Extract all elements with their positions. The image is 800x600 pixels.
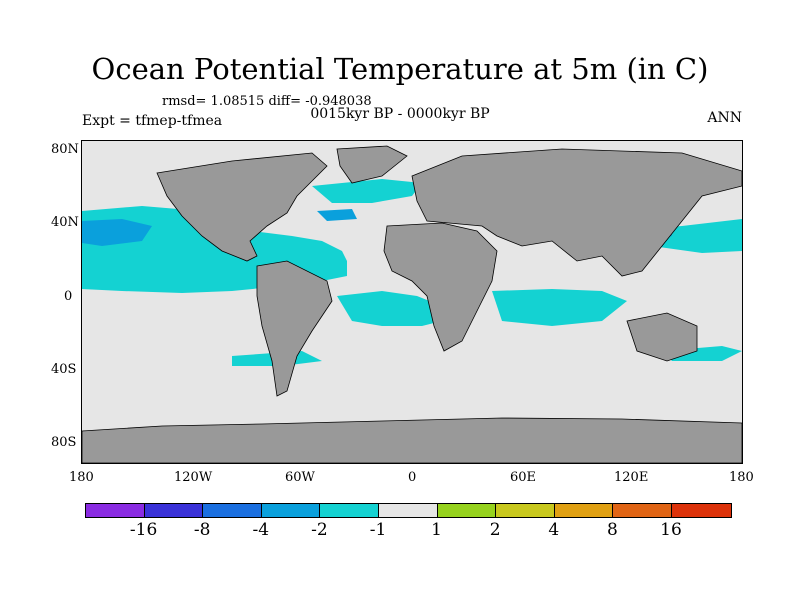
africa xyxy=(383,222,498,352)
colorbar-label: -4 xyxy=(252,520,270,540)
colorbar-swatch xyxy=(437,504,497,517)
colorbar-label: 1 xyxy=(431,520,443,540)
colorbar-swatch xyxy=(671,504,731,517)
colorbar-label: -2 xyxy=(311,520,328,540)
colorbar-swatch xyxy=(261,504,321,517)
south-america xyxy=(256,260,333,397)
lon-tick-label: 120E xyxy=(614,470,649,485)
colorbar-label: 2 xyxy=(489,520,501,540)
colorbar-swatch xyxy=(613,504,672,517)
chart-title: Ocean Potential Temperature at 5m (in C) xyxy=(91,52,709,86)
colorbar-label: -16 xyxy=(129,520,158,540)
map-drawing xyxy=(82,145,742,463)
colorbar-label: -8 xyxy=(193,520,211,540)
lon-tick-label: 0 xyxy=(408,470,417,485)
stats-line: rmsd= 1.08515 diff= -0.948038 xyxy=(162,94,372,109)
colorbar-swatch xyxy=(496,504,555,517)
land-masses xyxy=(82,145,742,463)
lat-tick-label: 80S xyxy=(51,435,77,450)
lon-tick-label: 180 xyxy=(69,470,94,485)
lat-tick-label: 0 xyxy=(64,289,73,304)
experiment-label: Expt = tfmep-tfmea xyxy=(82,113,223,129)
colorbar-swatch xyxy=(320,504,379,517)
world-map xyxy=(81,140,743,464)
colorbar-swatch xyxy=(554,504,614,517)
colorbar-label: -1 xyxy=(369,520,387,540)
colorbar-label: 16 xyxy=(660,520,682,540)
colorbar xyxy=(85,503,732,518)
colorbar-swatch xyxy=(203,504,262,517)
lat-tick-label: 40N xyxy=(51,215,79,230)
eurasia xyxy=(411,148,742,277)
antarctica xyxy=(82,417,742,463)
colorbar-label: 4 xyxy=(548,520,560,540)
lon-tick-label: 60W xyxy=(285,470,315,485)
chart-subtitle: 0015kyr BP - 0000kyr BP xyxy=(310,106,490,122)
lat-tick-label: 40S xyxy=(51,362,77,377)
season-label: ANN xyxy=(707,110,742,126)
lon-tick-label: 60E xyxy=(510,470,537,485)
colorbar-swatch xyxy=(144,504,204,517)
lon-tick-label: 120W xyxy=(174,470,213,485)
colorbar-swatch xyxy=(378,504,438,517)
greenland xyxy=(336,145,408,184)
colorbar-label: 8 xyxy=(606,520,618,540)
north-america xyxy=(156,152,328,262)
australia xyxy=(626,312,698,362)
lon-tick-label: 180 xyxy=(729,470,754,485)
colorbar-swatch xyxy=(86,504,145,517)
lat-tick-label: 80N xyxy=(51,142,79,157)
